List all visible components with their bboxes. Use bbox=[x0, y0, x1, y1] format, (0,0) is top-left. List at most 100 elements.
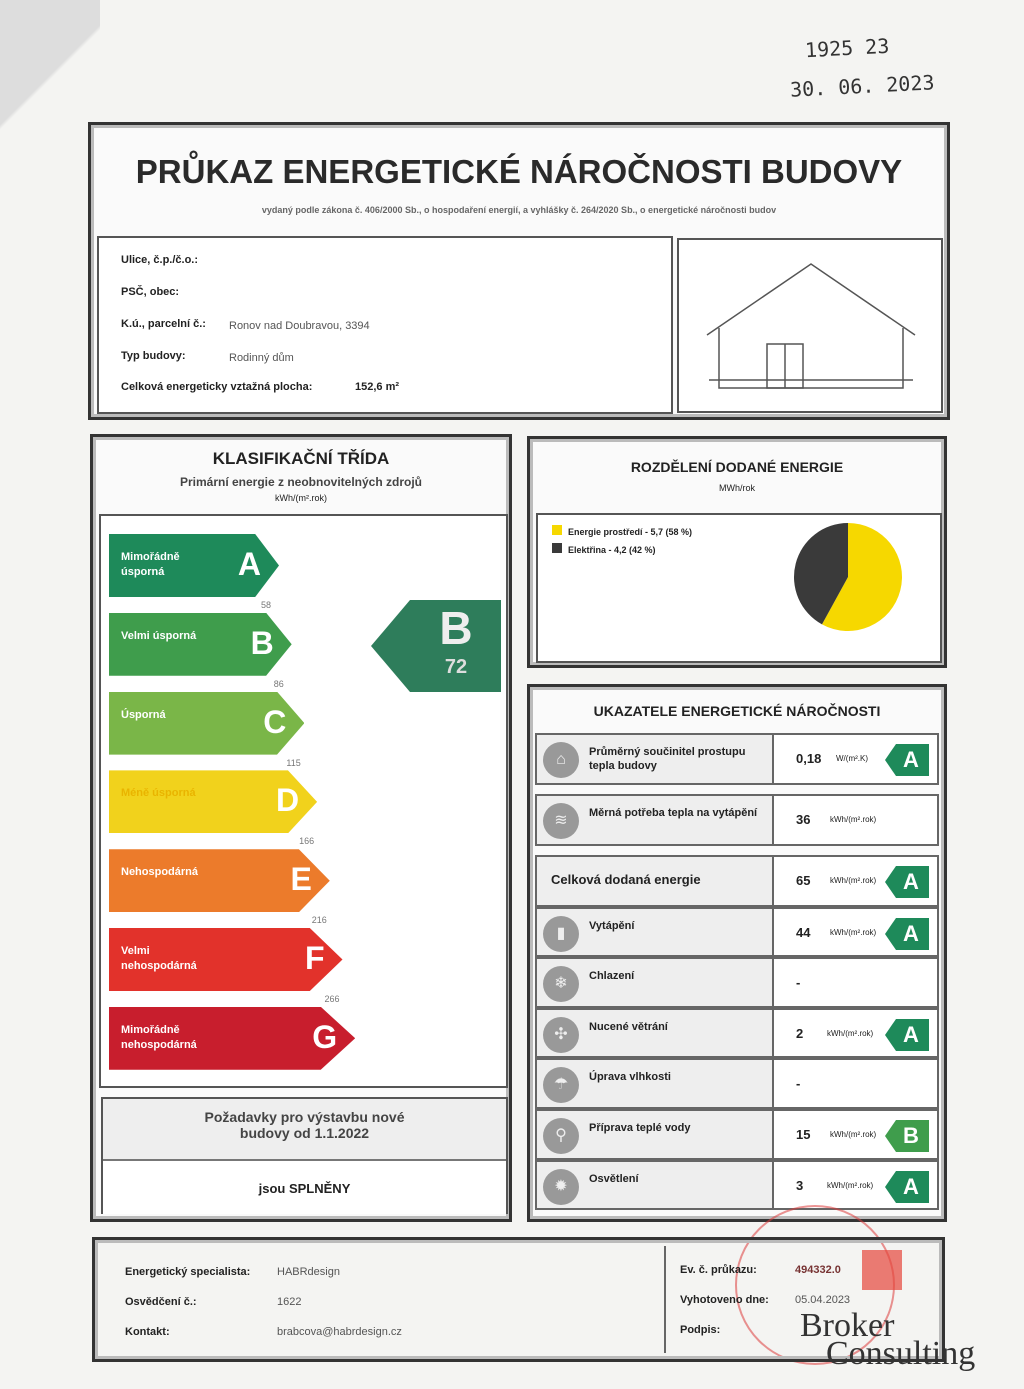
indicator-value-cell: 15 kWh/(m².rok) B bbox=[772, 1111, 937, 1158]
area-value: 152,6 m² bbox=[355, 381, 400, 393]
legend-item: Energie prostředí - 5,7 (58 %) bbox=[552, 525, 692, 537]
class-letter: B bbox=[250, 624, 274, 661]
indicator-value: 15 bbox=[796, 1127, 811, 1142]
class-letter: A bbox=[237, 546, 261, 582]
class-badge: A bbox=[885, 744, 929, 776]
page-title: PRŮKAZ ENERGETICKÉ NÁROČNOSTI BUDOVY bbox=[135, 153, 903, 190]
building-info: Ulice, č.p./č.o.: PSČ, obec: K.ú., parce… bbox=[97, 236, 673, 414]
class-badge: A bbox=[885, 918, 929, 950]
street-label: Ulice, č.p./č.o.: bbox=[121, 254, 199, 266]
class-badge: A bbox=[885, 1019, 929, 1051]
indicator-label: Vytápění bbox=[589, 920, 635, 932]
indicator-value: 36 bbox=[796, 812, 811, 827]
psc-label: PSČ, obec: bbox=[121, 286, 180, 298]
indicator-label: Celková dodaná energie bbox=[551, 872, 701, 887]
type-label: Typ budovy: bbox=[121, 350, 186, 362]
class-badge: B bbox=[885, 1120, 929, 1152]
class-arrow-a: Mimořádně úsporná A bbox=[109, 534, 279, 597]
indicator-row: ✹ Osvětlení 3 kWh/(m².rok) A bbox=[535, 1160, 939, 1210]
class-name: Velmi úsporná bbox=[121, 629, 197, 642]
legend-label: Energie prostředí - 5,7 (58 %) bbox=[568, 527, 693, 537]
class-name: Velmi nehospodárná bbox=[121, 945, 197, 972]
ev-value: 494332.0 bbox=[795, 1264, 841, 1276]
requirements-divider bbox=[103, 1159, 506, 1214]
class-letter: C bbox=[263, 703, 287, 740]
indicator-unit: kWh/(m².rok) bbox=[827, 1181, 874, 1190]
page-subtitle: vydaný podle zákona č. 406/2000 Sb., o h… bbox=[261, 205, 777, 215]
contact-label: Kontakt: bbox=[125, 1326, 170, 1338]
indicator-row: ≋ Měrná potřeba tepla na vytápění 36 kWh/(m… bbox=[535, 794, 939, 846]
indicator-value: 3 bbox=[796, 1178, 804, 1193]
requirements-box: Požadavky pro výstavbu nové budovy od 1.… bbox=[101, 1097, 508, 1214]
classification-panel: KLASIFIKAČNÍ TŘÍDA Primární energie z ne… bbox=[90, 434, 512, 1222]
header-box: PRŮKAZ ENERGETICKÉ NÁROČNOSTI BUDOVY vyd… bbox=[88, 122, 950, 420]
indicator-label: Osvětlení bbox=[589, 1173, 639, 1185]
class-badge: A bbox=[885, 866, 929, 898]
class-name: Úsporná bbox=[121, 708, 166, 721]
result-letter: B bbox=[439, 602, 473, 654]
class-threshold: 166 bbox=[299, 836, 315, 847]
stamp-date: 30. 06. 2023 bbox=[789, 70, 936, 102]
indicator-row: ⌂ Průměrný součinitel prostupu tepla budo… bbox=[535, 733, 939, 785]
legend-label: Elektřina - 4,2 (42 %) bbox=[568, 545, 656, 555]
pie-chart bbox=[794, 523, 902, 631]
stamp-logo bbox=[862, 1250, 902, 1290]
cooling-icon: ❄ bbox=[543, 966, 579, 1002]
indicator-label: Úprava vlhkosti bbox=[589, 1071, 671, 1083]
indicator-unit: kWh/(m².rok) bbox=[830, 815, 877, 824]
house-icon bbox=[706, 263, 916, 389]
class-arrow-c: Úsporná C bbox=[109, 691, 305, 755]
class-name: Mimořádně nehospodárná bbox=[121, 1023, 197, 1051]
distribution-unit: MWh/rok bbox=[719, 483, 755, 493]
legend-swatch bbox=[552, 525, 562, 535]
class-threshold: 58 bbox=[261, 600, 272, 610]
stamp-number: 1925 23 bbox=[804, 33, 890, 63]
indicator-value: 44 bbox=[796, 925, 811, 940]
class-arrow-f: Velmi nehospodárná F bbox=[109, 928, 343, 991]
classification-title: KLASIFIKAČNÍ TŘÍDA bbox=[212, 449, 390, 468]
indicator-value-cell: 2 kWh/(m².rok) A bbox=[772, 1010, 937, 1056]
indicator-value-cell: 65 kWh/(m².rok) A bbox=[772, 857, 937, 905]
class-scale: Mimořádně úsporná A Velmi úsporná B Úsporná C… bbox=[99, 514, 508, 1088]
indicators-title: UKAZATELE ENERGETICKÉ NÁROČNOSTI bbox=[593, 703, 881, 719]
ev-label: Ev. č. průkazu: bbox=[680, 1264, 757, 1276]
legend-item: Elektřina - 4,2 (42 %) bbox=[552, 543, 656, 555]
indicator-label: Průměrný součinitel prostupu tepla budov… bbox=[589, 746, 746, 772]
ku-value: Ronov nad Doubravou, 3394 bbox=[229, 320, 370, 332]
indicator-label: Měrná potřeba tepla na vytápění bbox=[589, 807, 758, 819]
cert-value: 1622 bbox=[277, 1296, 302, 1308]
house-icon: ⌂ bbox=[543, 742, 579, 778]
date-value: 05.04.2023 bbox=[795, 1294, 851, 1306]
class-name: Mimořádně úsporná bbox=[121, 551, 180, 578]
class-badge: A bbox=[885, 1171, 929, 1203]
indicator-row: ✣ Nucené větrání 2 kWh/(m².rok) A bbox=[535, 1008, 939, 1058]
result-indicator: B 72 bbox=[371, 600, 501, 692]
class-threshold: 86 bbox=[273, 678, 284, 689]
class-name: Méně úsporná bbox=[121, 787, 196, 800]
class-arrow-d: Méně úsporná D bbox=[109, 770, 318, 834]
class-letter: D bbox=[275, 782, 300, 819]
indicator-value: - bbox=[796, 975, 801, 990]
class-threshold: 266 bbox=[324, 994, 340, 1004]
indicator-unit: kWh/(m².rok) bbox=[830, 1130, 877, 1139]
area-label: Celková energeticky vztažná plocha: bbox=[121, 381, 313, 393]
indicator-unit: kWh/(m².rok) bbox=[830, 928, 877, 937]
indicator-value: 0,18 bbox=[796, 751, 822, 766]
ku-label: K.ú., parcelní č.: bbox=[121, 318, 206, 330]
indicator-value: 2 bbox=[796, 1026, 804, 1041]
indicator-unit: kWh/(m².rok) bbox=[827, 1029, 874, 1038]
indicator-label: Chlazení bbox=[589, 970, 635, 982]
indicator-value-cell: - bbox=[772, 959, 937, 1006]
pie-slice bbox=[794, 523, 848, 625]
indicator-row: ⚲ Příprava teplé vody 15 kWh/(m².rok) B bbox=[535, 1109, 939, 1160]
fan-icon: ✣ bbox=[543, 1017, 579, 1053]
distribution-chart: Energie prostředí - 5,7 (58 %) Elektřina… bbox=[536, 513, 942, 663]
watermark-line1: Broker bbox=[800, 1307, 895, 1344]
sign-label: Podpis: bbox=[680, 1324, 721, 1336]
watermark-line2: Consulting bbox=[826, 1335, 976, 1372]
classification-unit: kWh/(m².rok) bbox=[275, 493, 327, 503]
indicator-label: Příprava teplé vody bbox=[589, 1122, 691, 1134]
indicator-value-cell: 3 kWh/(m².rok) A bbox=[772, 1162, 937, 1208]
radiator-icon: ≋ bbox=[543, 803, 579, 839]
classification-subtitle: Primární energie z neobnovitelných zdroj… bbox=[179, 475, 423, 489]
